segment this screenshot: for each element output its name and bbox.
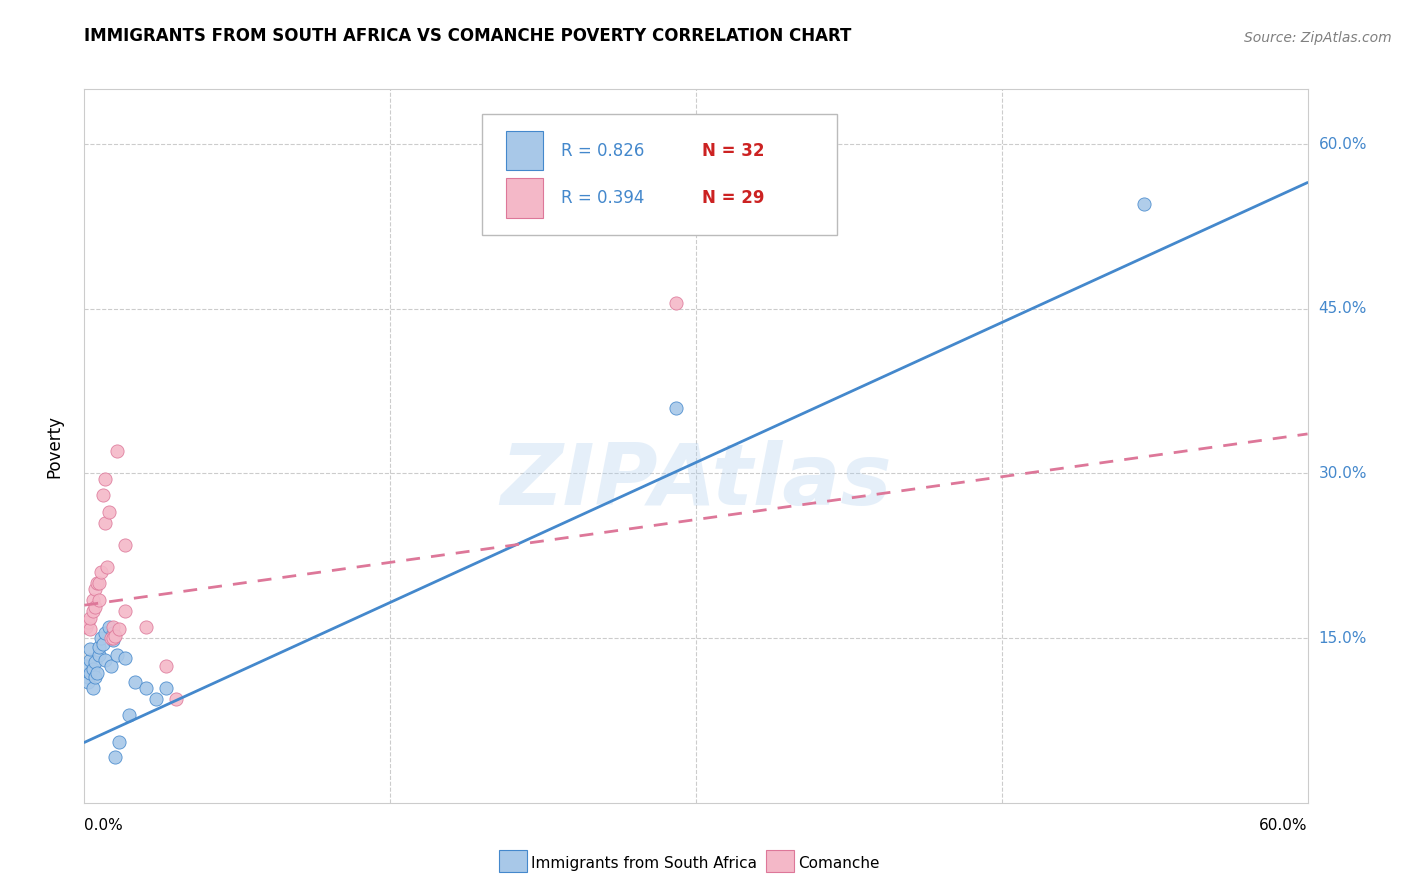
Point [79,666,101,681]
Bar [506,178,543,218]
Bar [506,130,543,169]
Point [93,516,115,530]
Point [82,592,104,607]
Point [93,653,115,667]
Point [114,604,136,618]
Point [101,631,124,645]
Point [77,669,100,683]
Point [104,749,127,764]
Point [87,640,110,654]
Point [114,651,136,665]
Point [108,735,131,749]
Point [79,642,101,657]
Point [86,666,108,681]
FancyBboxPatch shape [482,114,837,235]
Point [77,675,100,690]
Point [90,566,112,580]
Point [75,658,97,673]
Text: 30.0%: 30.0% [1319,466,1367,481]
Point [108,623,131,637]
Point [93,625,115,640]
Y-axis label: Poverty: Poverty [45,415,63,477]
Point [96,559,118,574]
Text: Comanche: Comanche [799,856,880,871]
Point [101,625,124,640]
Text: N = 29: N = 29 [702,189,765,207]
Point [87,576,110,591]
Point [97,620,120,634]
Point [104,629,127,643]
Point [93,472,115,486]
Point [664,401,686,415]
Point [101,633,124,648]
Point [100,631,122,645]
Point [105,648,128,662]
Point [86,576,108,591]
Point [77,615,100,629]
Point [82,662,104,676]
Point [91,637,114,651]
Point [100,658,122,673]
Text: 0.0%: 0.0% [84,818,124,832]
Point [83,669,105,683]
Point [114,538,136,552]
Point [118,708,141,723]
Text: R = 0.826: R = 0.826 [561,142,645,160]
Text: 15.0%: 15.0% [1319,631,1367,646]
Point [155,658,177,673]
Point [79,653,101,667]
Point [82,604,104,618]
Point [87,648,110,662]
Point [91,488,114,502]
Point [105,444,128,458]
Point [79,611,101,625]
Point [101,620,124,634]
Point [83,600,105,615]
Point [145,691,167,706]
Point [75,620,97,634]
Point [135,620,157,634]
Point [165,691,187,706]
Point [83,655,105,669]
Text: 60.0%: 60.0% [1319,136,1367,152]
Text: Immigrants from South Africa: Immigrants from South Africa [531,856,758,871]
Text: IMMIGRANTS FROM SOUTH AFRICA VS COMANCHE POVERTY CORRELATION CHART: IMMIGRANTS FROM SOUTH AFRICA VS COMANCHE… [84,27,852,45]
Text: R = 0.394: R = 0.394 [561,189,645,207]
Point [97,505,120,519]
Point [82,681,104,695]
Text: N = 32: N = 32 [702,142,765,160]
Text: Source: ZipAtlas.com: Source: ZipAtlas.com [1244,30,1392,45]
Text: 60.0%: 60.0% [1260,818,1308,832]
Point [124,675,146,690]
Point [90,631,112,645]
Text: ZIPAtlas: ZIPAtlas [501,440,891,524]
Point [79,623,101,637]
Point [155,681,177,695]
Point [664,296,686,310]
Point [83,582,105,596]
Point [87,592,110,607]
Text: 45.0%: 45.0% [1319,301,1367,317]
Point [135,681,157,695]
Point [1133,197,1156,211]
